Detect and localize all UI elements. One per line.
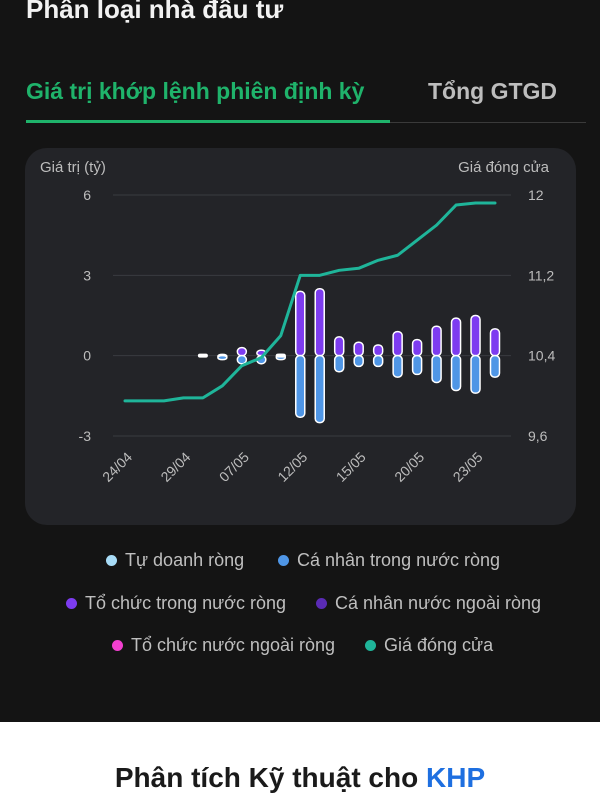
section-title: Phân loại nhà đầu tư xyxy=(26,0,284,24)
chart-card: Giá trị (tỷ) Giá đóng cửa 6 3 0 -3 12 11,2 10,4 9… xyxy=(25,148,576,525)
bar-domestic-institution xyxy=(450,317,462,357)
right-tick-label: 10,4 xyxy=(528,348,555,364)
zero-bar-marker xyxy=(197,353,208,358)
bar-domestic-individual xyxy=(411,354,423,376)
technical-analysis-title: Phân tích Kỹ thuật cho KHP xyxy=(0,762,600,794)
bar-domestic-individual xyxy=(489,354,501,378)
bar-domestic-institution xyxy=(236,346,248,357)
tab-bar: Giá trị khớp lệnh phiên định kỳ Tổng GTG… xyxy=(0,72,600,124)
title-prefix: Phân tích Kỹ thuật cho xyxy=(114,762,419,793)
x-tick-label: 15/05 xyxy=(333,449,369,485)
right-tick-label: 9,6 xyxy=(528,428,548,444)
bar-domestic-individual xyxy=(295,354,306,419)
x-tick-label: 24/04 xyxy=(99,449,135,485)
legend-item-foreign-institution[interactable]: Tổ chức nước ngoài ròng xyxy=(112,635,335,656)
legend-dot-icon xyxy=(316,598,327,609)
bar-domestic-individual xyxy=(392,354,403,378)
legend-label: Tự doanh ròng xyxy=(125,550,245,570)
bar-domestic-institution xyxy=(372,344,384,357)
bar-domestic-institution xyxy=(470,314,481,357)
bar-domestic-individual xyxy=(236,354,248,365)
bar-domestic-institution xyxy=(411,338,423,357)
bar-domestic-individual xyxy=(353,354,364,368)
right-axis-title: Giá đóng cửa xyxy=(458,159,550,176)
bar-domestic-institution xyxy=(431,325,442,357)
tab-total-trading-value[interactable]: Tổng GTGD xyxy=(428,78,558,104)
x-tick-label: 20/05 xyxy=(391,449,427,485)
bar-domestic-institution xyxy=(295,290,306,357)
legend-label: Cá nhân trong nước ròng xyxy=(297,550,500,570)
bar-domestic-individual xyxy=(431,354,442,384)
left-tick-label: -3 xyxy=(79,428,92,444)
closing-price-line xyxy=(123,201,497,403)
bar-domestic-institution xyxy=(314,287,325,357)
bar-domestic-individual xyxy=(333,354,345,373)
legend-item-foreign-individual[interactable]: Cá nhân nước ngoài ròng xyxy=(316,593,541,614)
active-tab-indicator xyxy=(26,120,390,123)
legend-item-proprietary[interactable]: Tự doanh ròng xyxy=(106,550,244,571)
legend-dot-icon xyxy=(112,640,123,651)
legend-label: Tổ chức trong nước ròng xyxy=(85,593,286,613)
legend-item-closing-price[interactable]: Giá đóng cửa xyxy=(365,635,493,656)
legend-item-domestic-individual[interactable]: Cá nhân trong nước ròng xyxy=(278,550,500,571)
right-tick-label: 11,2 xyxy=(528,267,554,283)
bar-domestic-individual xyxy=(470,354,481,394)
bar-domestic-individual xyxy=(372,354,384,368)
legend-dot-icon xyxy=(106,555,117,566)
left-tick-label: 6 xyxy=(83,187,91,203)
investor-chart: Giá trị (tỷ) Giá đóng cửa 6 3 0 -3 12 11,2 10,4 9… xyxy=(40,159,555,485)
x-tick-label: 29/04 xyxy=(157,449,193,485)
technical-analysis-panel: Phân tích Kỹ thuật cho KHP xyxy=(0,722,600,800)
legend-label: Giá đóng cửa xyxy=(384,635,494,655)
left-tick-label: 3 xyxy=(83,267,91,283)
legend-dot-icon xyxy=(66,598,77,609)
bar-domestic-institution xyxy=(392,330,403,357)
x-tick-label: 07/05 xyxy=(216,449,252,485)
bar-domestic-institution xyxy=(489,328,501,357)
ticker-symbol[interactable]: KHP xyxy=(426,762,486,793)
tab-periodic-matched-value[interactable]: Giá trị khớp lệnh phiên định kỳ xyxy=(26,78,365,104)
left-tick-label: 0 xyxy=(83,348,91,364)
legend-item-domestic-institution[interactable]: Tổ chức trong nước ròng xyxy=(66,593,286,614)
legend-dot-icon xyxy=(278,555,289,566)
bar-domestic-individual xyxy=(450,354,462,392)
zero-bar-marker xyxy=(275,353,286,358)
x-tick-label: 12/05 xyxy=(274,449,310,485)
legend-label: Tổ chức nước ngoài ròng xyxy=(131,635,336,655)
bar-domestic-individual xyxy=(314,354,325,424)
legend-label: Cá nhân nước ngoài ròng xyxy=(335,593,541,613)
bar-domestic-individual xyxy=(217,354,228,361)
bar-domestic-institution xyxy=(333,336,345,357)
x-tick-label: 23/05 xyxy=(450,449,486,485)
legend-dot-icon xyxy=(365,640,376,651)
left-axis-title: Giá trị (tỷ) xyxy=(40,159,106,176)
right-tick-label: 12 xyxy=(528,187,544,203)
bar-domestic-institution xyxy=(353,341,364,357)
